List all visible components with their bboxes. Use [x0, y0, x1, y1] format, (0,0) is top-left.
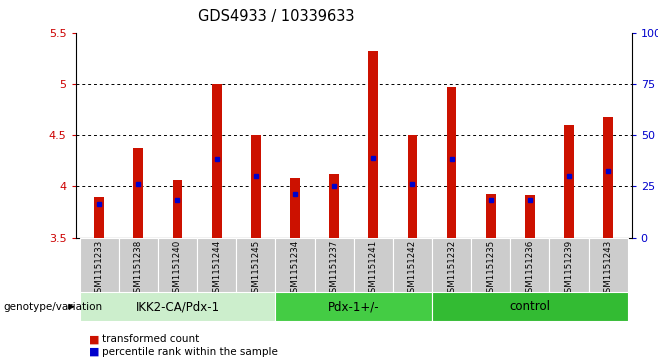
Bar	[134, 147, 143, 238]
Text: GSM1151245: GSM1151245	[251, 240, 261, 298]
Bar	[447, 87, 457, 238]
Bar	[525, 195, 535, 238]
Bar	[197, 238, 236, 292]
Text: ■: ■	[89, 334, 99, 344]
Bar	[251, 135, 261, 238]
Text: GSM1151244: GSM1151244	[212, 240, 221, 298]
Bar	[118, 238, 158, 292]
Text: GSM1151241: GSM1151241	[368, 240, 378, 298]
Bar	[511, 238, 549, 292]
Bar	[603, 117, 613, 238]
Text: GSM1151238: GSM1151238	[134, 240, 143, 298]
Text: GSM1151233: GSM1151233	[95, 240, 104, 298]
Bar	[432, 292, 628, 321]
Bar	[589, 238, 628, 292]
Text: GSM1151235: GSM1151235	[486, 240, 495, 298]
Text: percentile rank within the sample: percentile rank within the sample	[102, 347, 278, 357]
Text: ■: ■	[89, 347, 99, 357]
Bar	[407, 135, 417, 238]
Text: GSM1151234: GSM1151234	[290, 240, 299, 298]
Bar	[172, 180, 182, 238]
Bar	[549, 238, 589, 292]
Bar	[94, 197, 104, 238]
Text: genotype/variation: genotype/variation	[3, 302, 103, 312]
Bar	[158, 238, 197, 292]
Text: Pdx-1+/-: Pdx-1+/-	[328, 300, 380, 313]
Bar	[236, 238, 275, 292]
Bar	[290, 178, 300, 238]
Bar	[275, 292, 432, 321]
Bar	[368, 51, 378, 238]
Bar	[329, 174, 339, 238]
Text: GSM1151243: GSM1151243	[603, 240, 613, 298]
Bar	[80, 292, 275, 321]
Text: GSM1151232: GSM1151232	[447, 240, 456, 298]
Bar	[80, 238, 118, 292]
Bar	[393, 238, 432, 292]
Text: GDS4933 / 10339633: GDS4933 / 10339633	[198, 9, 355, 24]
Text: GSM1151240: GSM1151240	[173, 240, 182, 298]
Text: control: control	[509, 300, 550, 313]
Text: IKK2-CA/Pdx-1: IKK2-CA/Pdx-1	[136, 300, 220, 313]
Bar	[564, 125, 574, 238]
Text: GSM1151236: GSM1151236	[525, 240, 534, 298]
Bar	[212, 84, 222, 238]
Bar	[354, 238, 393, 292]
Text: GSM1151242: GSM1151242	[408, 240, 417, 298]
Bar	[315, 238, 354, 292]
Text: GSM1151239: GSM1151239	[565, 240, 574, 298]
Text: GSM1151237: GSM1151237	[330, 240, 339, 298]
Bar	[275, 238, 315, 292]
Bar	[471, 238, 511, 292]
Text: transformed count: transformed count	[102, 334, 199, 344]
Bar	[486, 194, 495, 238]
Bar	[432, 238, 471, 292]
